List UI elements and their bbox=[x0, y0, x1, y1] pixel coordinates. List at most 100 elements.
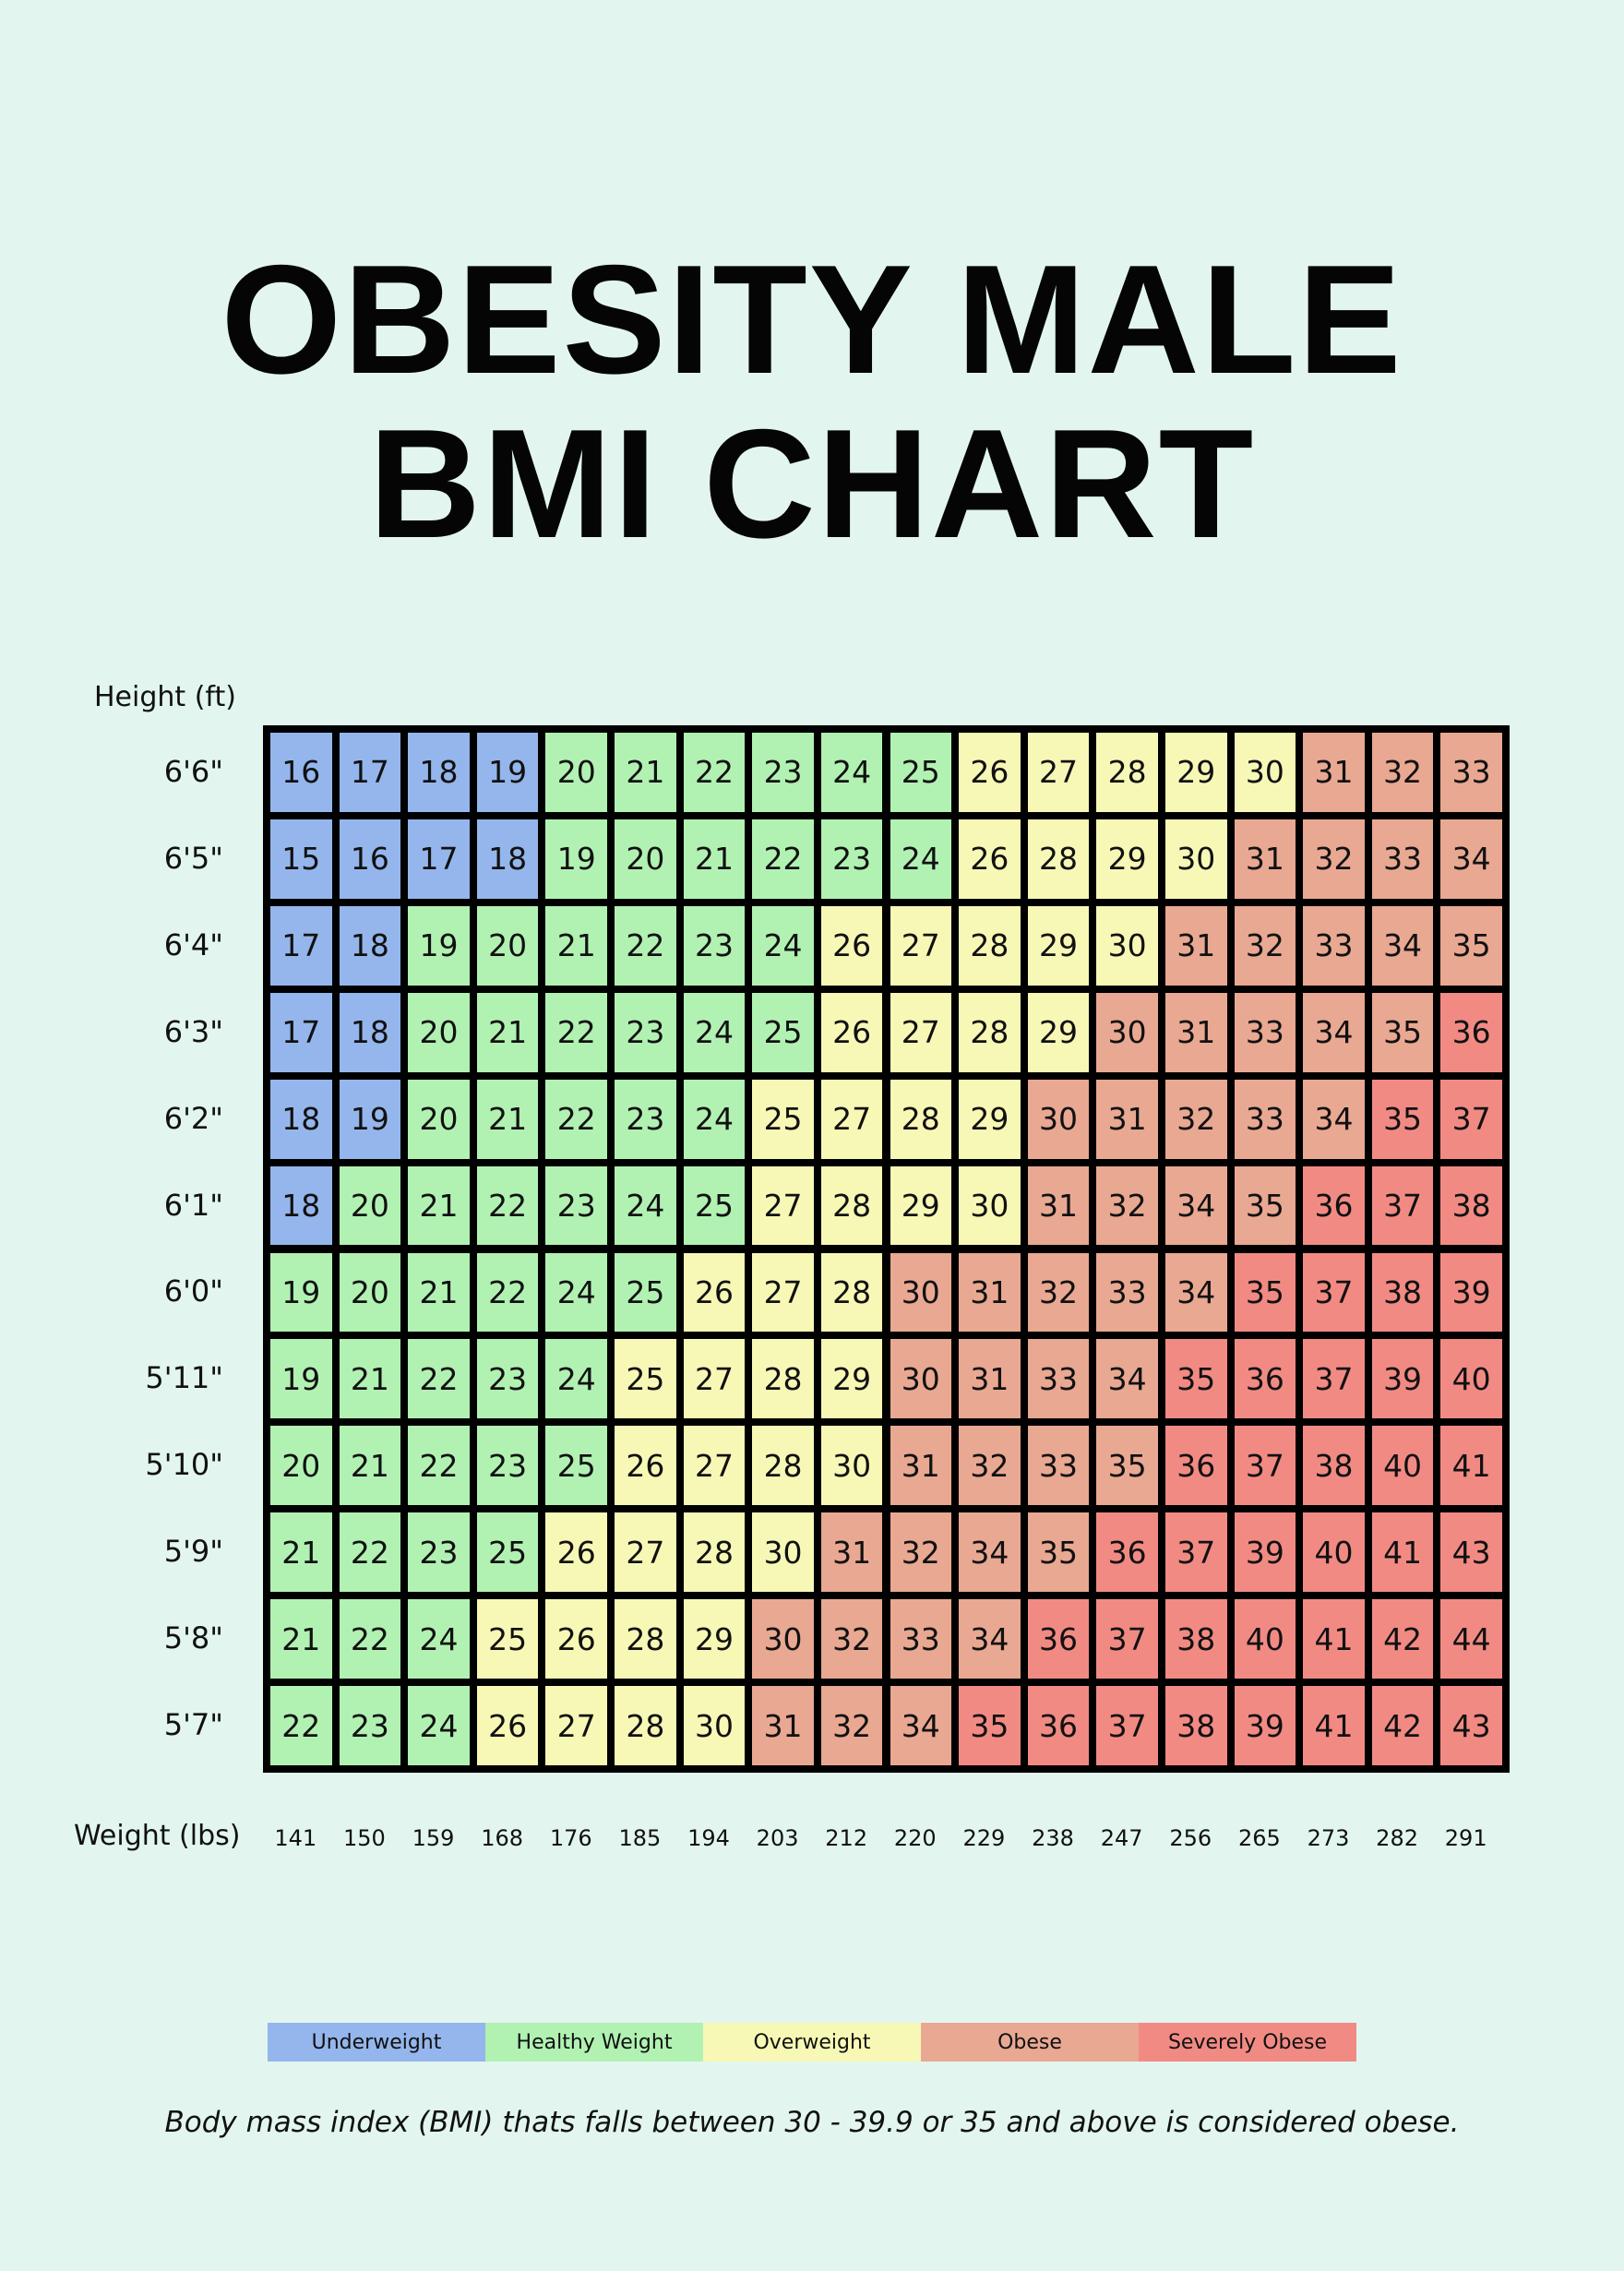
bmi-cell: 26 bbox=[820, 992, 883, 1072]
bmi-cell: 29 bbox=[683, 1599, 746, 1679]
column-label: 159 bbox=[412, 1825, 455, 1851]
x-axis-label: Weight (lbs) bbox=[74, 1820, 241, 1852]
bmi-cell: 35 bbox=[1371, 992, 1434, 1072]
bmi-cell: 40 bbox=[1371, 1426, 1434, 1506]
bmi-cell: 29 bbox=[820, 1339, 883, 1419]
column-label: 176 bbox=[549, 1825, 592, 1851]
bmi-cell: 32 bbox=[890, 1512, 952, 1593]
bmi-cell: 23 bbox=[683, 905, 746, 986]
bmi-cell: 30 bbox=[890, 1339, 952, 1419]
bmi-cell: 18 bbox=[270, 1079, 332, 1159]
bmi-cell: 30 bbox=[1096, 992, 1158, 1072]
bmi-cell: 35 bbox=[1164, 1339, 1227, 1419]
bmi-cell: 25 bbox=[890, 733, 952, 812]
bmi-cell: 37 bbox=[1371, 1165, 1434, 1246]
bmi-cell: 32 bbox=[820, 1686, 883, 1765]
bmi-cell: 33 bbox=[1371, 819, 1434, 899]
bmi-cell: 33 bbox=[890, 1599, 952, 1679]
bmi-cell: 38 bbox=[1164, 1599, 1227, 1679]
bmi-cell: 19 bbox=[339, 1079, 401, 1159]
column-label: 265 bbox=[1237, 1825, 1281, 1851]
bmi-cell: 21 bbox=[476, 992, 539, 1072]
bmi-cell: 21 bbox=[683, 819, 746, 899]
column-label: 212 bbox=[825, 1825, 868, 1851]
bmi-cell: 23 bbox=[339, 1686, 401, 1765]
bmi-cell: 22 bbox=[545, 992, 608, 1072]
row-label: 6'0" bbox=[163, 1273, 223, 1309]
bmi-cell: 37 bbox=[1164, 1512, 1227, 1593]
bmi-cell: 26 bbox=[615, 1426, 676, 1506]
bmi-cell: 18 bbox=[339, 905, 401, 986]
bmi-cell: 24 bbox=[683, 992, 746, 1072]
bmi-cell: 17 bbox=[408, 819, 470, 899]
row-label: 6'1" bbox=[163, 1187, 223, 1223]
legend-item: Healthy Weight bbox=[485, 2023, 703, 2062]
bmi-cell: 22 bbox=[408, 1426, 470, 1506]
bmi-cell: 20 bbox=[476, 905, 539, 986]
bmi-cell: 30 bbox=[752, 1512, 814, 1593]
footnote: Body mass index (BMI) thats falls betwee… bbox=[164, 2106, 1460, 2139]
bmi-cell: 27 bbox=[683, 1426, 746, 1506]
bmi-cell: 26 bbox=[476, 1686, 539, 1765]
column-label: 185 bbox=[618, 1825, 662, 1851]
bmi-cell: 27 bbox=[752, 1252, 814, 1333]
column-label: 273 bbox=[1307, 1825, 1350, 1851]
bmi-cell: 21 bbox=[408, 1252, 470, 1333]
bmi-cell: 21 bbox=[476, 1079, 539, 1159]
bmi-cell: 24 bbox=[615, 1165, 676, 1246]
bmi-cell: 31 bbox=[959, 1339, 1021, 1419]
bmi-cell: 27 bbox=[545, 1686, 608, 1765]
column-label: 247 bbox=[1100, 1825, 1143, 1851]
bmi-cell: 23 bbox=[545, 1165, 608, 1246]
bmi-cell: 30 bbox=[890, 1252, 952, 1333]
bmi-cell: 30 bbox=[820, 1426, 883, 1506]
bmi-cell: 22 bbox=[752, 819, 814, 899]
column-label: 194 bbox=[687, 1825, 730, 1851]
chart-title-line-2: BMI CHART bbox=[368, 397, 1256, 570]
bmi-cell: 31 bbox=[752, 1686, 814, 1765]
bmi-cell: 20 bbox=[408, 992, 470, 1072]
column-label: 256 bbox=[1169, 1825, 1212, 1851]
bmi-cell: 37 bbox=[1096, 1686, 1158, 1765]
bmi-cell: 35 bbox=[1027, 1512, 1090, 1593]
bmi-cell: 21 bbox=[545, 905, 608, 986]
bmi-cell: 35 bbox=[959, 1686, 1021, 1765]
bmi-cell: 21 bbox=[339, 1339, 401, 1419]
bmi-cell: 35 bbox=[1234, 1252, 1296, 1333]
bmi-cell: 25 bbox=[683, 1165, 746, 1246]
bmi-grid: 16 17 18 19 20 21 22 23 24 25 26 27 28 29 30 31 32 33 15 16… bbox=[263, 725, 1510, 1773]
bmi-cell: 27 bbox=[890, 992, 952, 1072]
bmi-cell: 28 bbox=[615, 1599, 676, 1679]
bmi-cell: 35 bbox=[1371, 1079, 1434, 1159]
bmi-cell: 39 bbox=[1371, 1339, 1434, 1419]
bmi-cell: 35 bbox=[1096, 1426, 1158, 1506]
bmi-cell: 41 bbox=[1303, 1686, 1365, 1765]
bmi-cell: 27 bbox=[890, 905, 952, 986]
bmi-cell: 19 bbox=[270, 1252, 332, 1333]
bmi-cell: 23 bbox=[615, 992, 676, 1072]
bmi-cell: 29 bbox=[890, 1165, 952, 1246]
bmi-cell: 25 bbox=[476, 1512, 539, 1593]
bmi-cell: 26 bbox=[545, 1599, 608, 1679]
bmi-cell: 28 bbox=[683, 1512, 746, 1593]
bmi-cell: 20 bbox=[408, 1079, 470, 1159]
bmi-cell: 22 bbox=[270, 1686, 332, 1765]
legend-item: Underweight bbox=[268, 2023, 485, 2062]
bmi-cell: 30 bbox=[683, 1686, 746, 1765]
bmi-cell: 41 bbox=[1371, 1512, 1434, 1593]
bmi-cell: 24 bbox=[408, 1686, 470, 1765]
column-label: 141 bbox=[274, 1825, 317, 1851]
bmi-cell: 29 bbox=[959, 1079, 1021, 1159]
bmi-cell: 27 bbox=[615, 1512, 676, 1593]
bmi-cell: 28 bbox=[615, 1686, 676, 1765]
row-label: 5'7" bbox=[163, 1707, 223, 1743]
bmi-cell: 34 bbox=[1164, 1165, 1227, 1246]
bmi-cell: 21 bbox=[270, 1599, 332, 1679]
bmi-cell: 32 bbox=[1234, 905, 1296, 986]
bmi-cell: 18 bbox=[339, 992, 401, 1072]
bmi-cell: 17 bbox=[270, 992, 332, 1072]
bmi-cell: 25 bbox=[752, 1079, 814, 1159]
bmi-cell: 16 bbox=[339, 819, 401, 899]
bmi-cell: 33 bbox=[1303, 905, 1365, 986]
y-axis-label: Height (ft) bbox=[94, 681, 236, 713]
